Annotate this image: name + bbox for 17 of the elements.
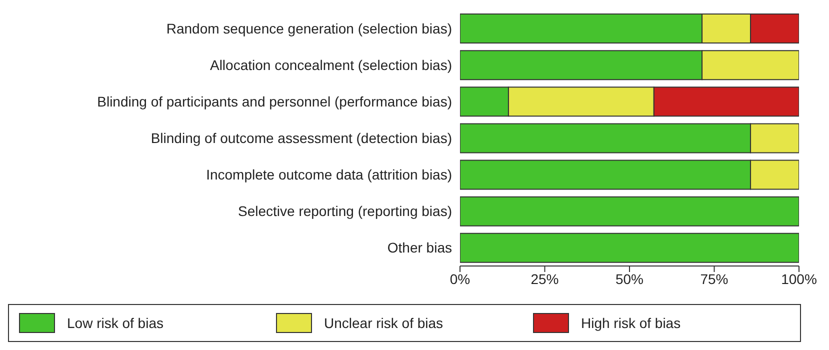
y-tick-label: Blinding of outcome assessment (detection bias) — [150, 130, 452, 146]
x-tick-label: 100% — [781, 270, 817, 287]
y-tick-label: Blinding of participants and personnel (performance bias) — [97, 93, 452, 110]
legend-label: Low risk of bias — [67, 315, 164, 331]
y-tick-label: Other bias — [387, 240, 452, 256]
y-tick-label: Incomplete outcome data (attrition bias) — [206, 166, 452, 183]
x-tick-label: 0% — [450, 270, 470, 287]
y-tick-label: Allocation concealment (selection bias) — [210, 56, 452, 73]
bar — [460, 232, 799, 263]
legend-label: High risk of bias — [581, 315, 681, 331]
x-tick-label: 75% — [700, 270, 728, 287]
y-tick-label: Random sequence generation (selection bias) — [166, 20, 452, 36]
y-tick-label: Selective reporting (reporting bias) — [238, 203, 452, 220]
x-tick-label: 50% — [615, 270, 644, 287]
bar — [460, 196, 799, 226]
legend-label: Unclear risk of bias — [324, 315, 444, 331]
x-tick-label: 25% — [530, 270, 559, 287]
